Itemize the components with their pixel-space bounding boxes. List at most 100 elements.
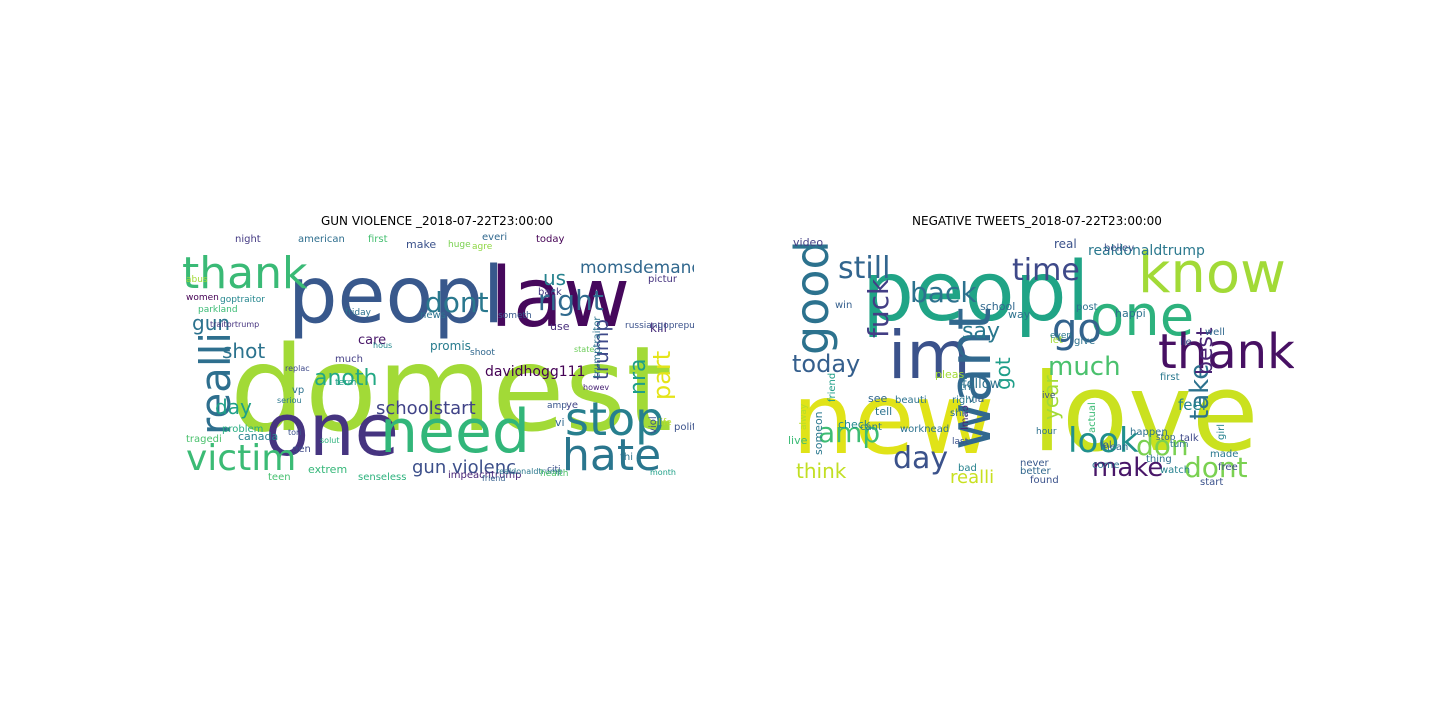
negative-tweets-word-time: time (1012, 253, 1080, 288)
gun-violence-word-promis: promis (430, 339, 471, 353)
negative-tweets-word-amp: amp (818, 416, 880, 449)
gun-violence-word-tori: tori (288, 428, 302, 437)
negative-tweets-word-give: give (1074, 336, 1095, 347)
negative-tweets-word-first: first (1160, 372, 1180, 383)
negative-tweets-word-say: say (962, 319, 1000, 344)
negative-tweets-word-lie: lie (1180, 337, 1192, 348)
negative-tweets-word-go: go (1052, 306, 1102, 352)
gun-violence-word-momsdemand: momsdemand (580, 258, 694, 278)
negative-tweets-word-lmao: lmao (960, 405, 971, 430)
negative-tweets-word-talk: talk (1180, 433, 1199, 444)
negative-tweets-word-im: im (888, 317, 971, 394)
negative-tweets-word-see: see (868, 392, 887, 405)
negative-tweets-word-want: want (936, 308, 1004, 450)
gun-violence-word-friday: friday (345, 308, 372, 318)
gun-violence-word-parkland: parkland (198, 305, 238, 315)
gun-violence-word-care: care (358, 333, 386, 348)
negative-tweets-word-turn: turn (1170, 440, 1188, 450)
negative-tweets-word-someon: someon (812, 411, 825, 455)
negative-tweets-word-best: best (1193, 327, 1218, 375)
negative-tweets-word-love: love (1032, 351, 1258, 476)
gun-violence-word-gun: gun (192, 311, 230, 335)
negative-tweets-word-got: got (991, 357, 1015, 390)
left-cloud-title: GUN VIOLENCE _2018-07-22T23:00:00 (320, 214, 554, 228)
gun-violence-word-term: term (335, 378, 356, 388)
gun-violence-word-thi: thi (620, 452, 633, 463)
negative-tweets-word-feel: feel (1178, 396, 1206, 414)
negative-tweets-word-pleas: pleas (935, 368, 965, 381)
gun-violence-word-seriou: seriou (277, 396, 302, 405)
gun-violence-word-agre: agre (472, 242, 493, 252)
gun-violence-word-stop: stop (565, 392, 664, 446)
negative-tweets-word-check: check (838, 418, 871, 431)
gun-violence-word-victim: victim (186, 438, 296, 479)
gun-violence-word-hous: hous (373, 341, 392, 350)
gun-violence-word-citi: citi (547, 465, 560, 475)
negative-tweets-word-today: today (792, 350, 860, 378)
gun-violence-word-nra: nra (626, 359, 651, 395)
gun-violence-word-viol: viol (648, 416, 659, 434)
gun-violence-word-goptraitor: goptraitor (220, 295, 265, 305)
gun-violence-word-vp: vp (292, 385, 304, 396)
gun-violence-word-realli: realli (191, 332, 240, 435)
negative-tweets-word-real: real (1054, 237, 1077, 251)
gun-violence-word-extrem: extrem (308, 463, 347, 476)
gun-violence-word-schoolstart: schoolstart (376, 398, 476, 419)
gun-violence-word-news: news (420, 310, 446, 321)
negative-tweets-word-year: year (1039, 375, 1063, 420)
negative-tweets-word-thank: thank (1158, 324, 1294, 380)
negative-tweets-word-peopl: peopl (862, 245, 1090, 340)
gun-violence-word-women: women (186, 293, 219, 303)
gun-violence-word-today: today (536, 234, 565, 245)
negative-tweets-word-last: last (952, 437, 969, 447)
negative-tweets-word-think: think (796, 459, 847, 483)
gun-violence-word-abus: abus (186, 275, 208, 285)
negative-tweets-word-worknead: worknead (900, 424, 949, 435)
gun-violence-word-us: us (543, 266, 566, 290)
gun-violence-word-pictur: pictur (648, 274, 678, 285)
negative-tweets-word-made: made (1210, 449, 1238, 460)
negative-tweets-word-start: start (1200, 477, 1223, 487)
gun-violence-word-teen: teen (268, 472, 291, 483)
negative-tweets-word-lol: lol (1100, 440, 1112, 451)
gun-violence-word-need: need (380, 397, 530, 467)
gun-violence-word-problem: problem (222, 424, 263, 435)
gun-violence-word-someth: someth (498, 311, 532, 321)
negative-tweets-word-live: live (788, 434, 808, 447)
gun-violence-word-domest: domest (230, 320, 672, 458)
gun-violence-word-senseless: senseless (358, 472, 406, 483)
gun-violence-word-first: first (368, 234, 388, 245)
gun-violence-word-everi: everi (482, 232, 507, 243)
negative-tweets-word-new: new (792, 363, 995, 477)
gun-violence-word-amp: amp (547, 401, 567, 411)
negative-tweets-word-free: free (1218, 462, 1238, 473)
gun-violence-word-realdonaldtrump: realdonaldtrump (496, 467, 563, 476)
negative-tweets-word-fuck: fuck (862, 278, 895, 338)
gun-violence-word-canada: canada (238, 430, 278, 443)
negative-tweets-word-watch: watch (1160, 465, 1190, 476)
negative-tweets-word-mean: mean (1100, 442, 1128, 453)
negative-tweets-word-found: found (1030, 475, 1059, 486)
negative-tweets-word-come: come (1092, 460, 1120, 471)
gun-violence-word-traitortrump: traitortrump (210, 320, 259, 329)
negative-tweets-word-follow: follow (962, 377, 1001, 392)
right-cloud-title: NEGATIVE TWEETS_2018-07-22T23:00:00 (912, 214, 1162, 228)
gun-violence-word-gun-violenc: gun violenc (412, 457, 516, 478)
negative-tweets-word-never: never (1020, 458, 1050, 469)
negative-tweets-word-still: still (838, 251, 890, 286)
negative-tweets-word-realli: realli (950, 467, 994, 487)
gun-violence-word-hate: hate (562, 430, 661, 481)
negative-tweets-word-much: much (1048, 352, 1121, 382)
negative-tweets-word-hour: hour (1036, 427, 1057, 437)
negative-tweets-word-one: one (1090, 284, 1194, 349)
gun-violence-word-kill: kill (650, 321, 667, 335)
gun-violence-word-solut: solut (320, 436, 340, 445)
gun-violence-word-davidhogg111: davidhogg111 (485, 364, 585, 380)
negative-tweets-word-bad: bad (958, 463, 977, 474)
negative-tweets-word-look: look (1068, 421, 1139, 461)
negative-tweets-word-ive: ive (1042, 391, 1056, 401)
gun-violence-word-dont: dont (425, 286, 489, 319)
gun-violence-word-peopl: peopl (288, 251, 504, 341)
gun-violence-word-gen: gen (292, 444, 311, 455)
gun-violence-word-one: one (265, 388, 399, 472)
